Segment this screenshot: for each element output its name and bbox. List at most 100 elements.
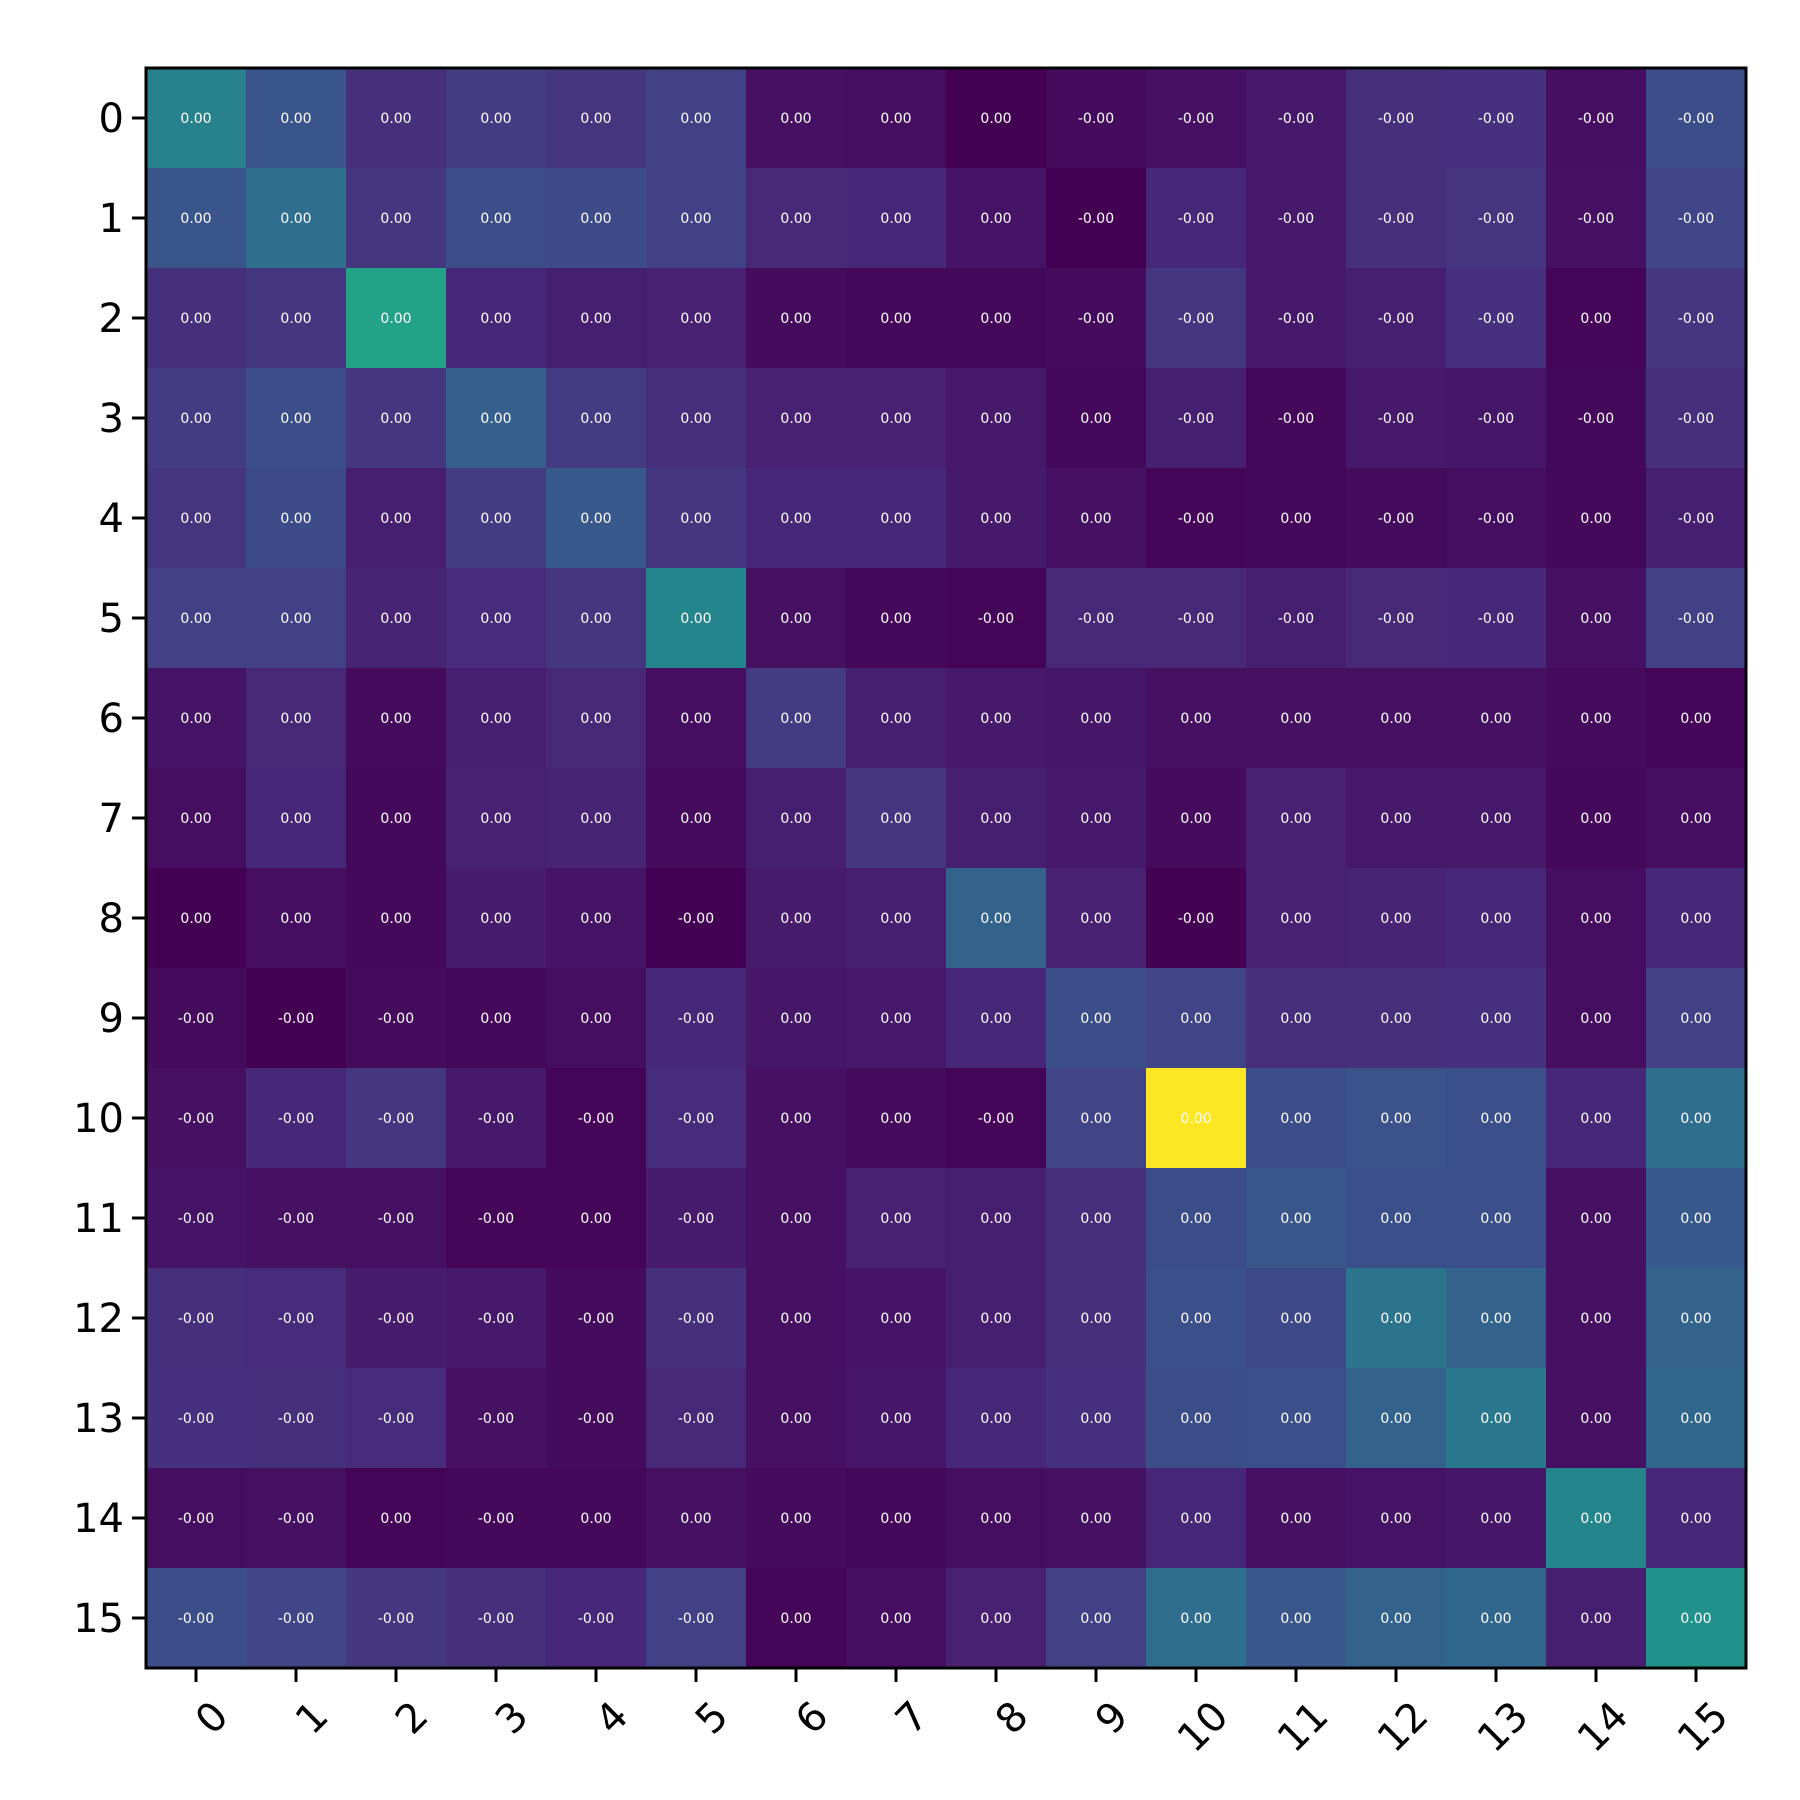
- heatmap-cell: [246, 468, 347, 569]
- cell-value-label: 0.00: [1280, 711, 1311, 727]
- heatmap-cell: [246, 168, 347, 269]
- cell-value-label: -0.00: [678, 1211, 714, 1227]
- heatmap-cell: [546, 1268, 647, 1369]
- heatmap-cell: [1246, 468, 1347, 569]
- cell-value-label: 0.00: [480, 211, 511, 227]
- cell-value-label: 0.00: [380, 1511, 411, 1527]
- cell-value-label: 0.00: [880, 111, 911, 127]
- cell-value-label: 0.00: [180, 811, 211, 827]
- cell-value-label: 0.00: [780, 1011, 811, 1027]
- heatmap-cell: [1446, 968, 1547, 1069]
- cell-value-label: -0.00: [678, 1111, 714, 1127]
- cell-value-label: -0.00: [1578, 211, 1614, 227]
- heatmap-cell: [1046, 868, 1147, 969]
- heatmap-cell: [946, 568, 1047, 669]
- heatmap-cell: [1246, 68, 1347, 169]
- cell-value-label: -0.00: [178, 1311, 214, 1327]
- heatmap-cells: 0.00 0.00 0.00 0.00 0.00 0.00 0.00 0.00 0.00 -0.0…: [146, 68, 1747, 1669]
- cell-value-label: -0.00: [1378, 311, 1414, 327]
- heatmap-cell: [146, 468, 247, 569]
- cell-value-label: 0.00: [680, 311, 711, 327]
- cell-value-label: 0.00: [280, 811, 311, 827]
- cell-value-label: 0.00: [180, 311, 211, 327]
- cell-value-label: 0.00: [880, 811, 911, 827]
- heatmap-cell: [546, 968, 647, 1069]
- heatmap-cell: [746, 1368, 847, 1469]
- heatmap-cell: [1146, 68, 1247, 169]
- heatmap-cell: [1246, 1068, 1347, 1169]
- y-tick-label: 14: [73, 1496, 124, 1542]
- cell-value-label: -0.00: [1278, 611, 1314, 627]
- x-tick-label: 0: [187, 1693, 238, 1744]
- cell-value-label: -0.00: [1278, 311, 1314, 327]
- heatmap-cell: [1046, 568, 1147, 669]
- heatmap-cell: [1246, 1168, 1347, 1269]
- heatmap-cell: [146, 1568, 247, 1669]
- cell-value-label: 0.00: [880, 611, 911, 627]
- heatmap-cell: [946, 868, 1047, 969]
- heatmap-cell: [1046, 768, 1147, 869]
- cell-value-label: -0.00: [1178, 611, 1214, 627]
- heatmap-cell: [1446, 368, 1547, 469]
- heatmap-cell: [1046, 1168, 1147, 1269]
- heatmap-cell: [546, 468, 647, 569]
- heatmap-cell: [1546, 668, 1647, 769]
- y-tick-label: 15: [73, 1596, 124, 1642]
- heatmap-cell: [646, 1468, 747, 1569]
- cell-value-label: 0.00: [580, 911, 611, 927]
- heatmap-cell: [446, 1268, 547, 1369]
- cell-value-label: 0.00: [1380, 1611, 1411, 1627]
- cell-value-label: 0.00: [480, 1011, 511, 1027]
- cell-value-label: 0.00: [480, 811, 511, 827]
- heatmap-cell: [1246, 1368, 1347, 1469]
- heatmap-cell: [1446, 168, 1547, 269]
- cell-value-label: 0.00: [880, 1411, 911, 1427]
- heatmap-cell: [746, 568, 847, 669]
- cell-value-label: -0.00: [1378, 611, 1414, 627]
- heatmap-cell: [1446, 68, 1547, 169]
- cell-value-label: 0.00: [280, 311, 311, 327]
- heatmap-cell: [1546, 1468, 1647, 1569]
- heatmap-cell: [1346, 668, 1447, 769]
- cell-value-label: -0.00: [378, 1011, 414, 1027]
- y-tick-label: 9: [99, 996, 124, 1042]
- cell-value-label: 0.00: [880, 1311, 911, 1327]
- heatmap-cell: [1146, 468, 1247, 569]
- cell-value-label: 0.00: [980, 211, 1011, 227]
- heatmap-cell: [246, 668, 347, 769]
- heatmap-cell: [146, 1468, 247, 1569]
- heatmap-cell: [846, 268, 947, 369]
- cell-value-label: 0.00: [780, 1411, 811, 1427]
- heatmap-cell: [1046, 68, 1147, 169]
- heatmap-cell: [1646, 1268, 1747, 1369]
- cell-value-label: 0.00: [1380, 1311, 1411, 1327]
- heatmap-cell: [946, 1568, 1047, 1669]
- cell-value-label: 0.00: [980, 411, 1011, 427]
- cell-value-label: -0.00: [278, 1511, 314, 1527]
- heatmap-cell: [1046, 668, 1147, 769]
- cell-value-label: 0.00: [780, 1311, 811, 1327]
- cell-value-label: -0.00: [178, 1611, 214, 1627]
- heatmap-cell: [1146, 1568, 1247, 1669]
- cell-value-label: 0.00: [380, 411, 411, 427]
- cell-value-label: 0.00: [880, 911, 911, 927]
- cell-value-label: 0.00: [980, 511, 1011, 527]
- cell-value-label: 0.00: [1680, 1611, 1711, 1627]
- cell-value-label: 0.00: [1380, 1111, 1411, 1127]
- heatmap-cell: [1146, 168, 1247, 269]
- heatmap-cell: [1246, 1468, 1347, 1569]
- y-tick-label: 11: [73, 1196, 124, 1242]
- heatmap-cell: [546, 368, 647, 469]
- cell-value-label: 0.00: [1280, 911, 1311, 927]
- heatmap-cell: [1446, 1468, 1547, 1569]
- cell-value-label: -0.00: [1178, 311, 1214, 327]
- cell-value-label: -0.00: [1278, 111, 1314, 127]
- heatmap-cell: [1346, 368, 1447, 469]
- heatmap-cell: [746, 1068, 847, 1169]
- cell-value-label: 0.00: [1080, 911, 1111, 927]
- heatmap-cell: [1546, 168, 1647, 269]
- cell-value-label: -0.00: [1478, 311, 1514, 327]
- heatmap-cell: [1446, 1168, 1547, 1269]
